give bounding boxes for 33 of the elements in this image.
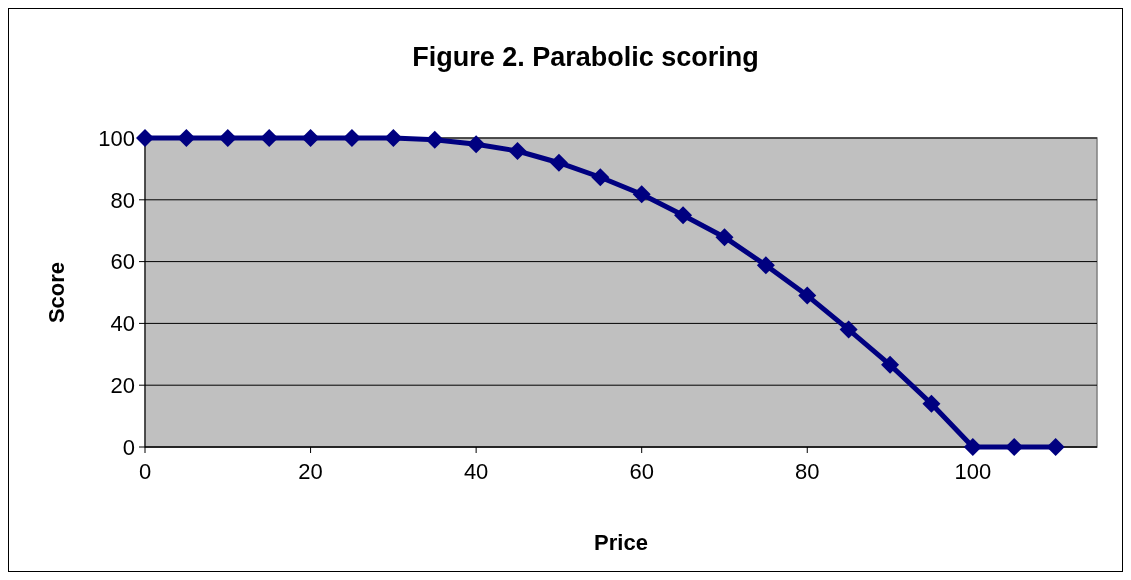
point (632, 185, 651, 204)
y-axis-title: Score (44, 261, 69, 324)
point (798, 286, 817, 305)
y-tick-label: 0 (122, 434, 135, 460)
y-tick-label: 80 (110, 187, 135, 213)
point (756, 256, 775, 275)
x-tick-label: 20 (298, 459, 323, 484)
point (384, 129, 403, 147)
point (1046, 438, 1065, 456)
y-tick-label: 20 (110, 372, 135, 398)
point (508, 141, 527, 160)
y-tick-label: 40 (110, 311, 135, 337)
x-tick-label: 100 (954, 459, 992, 484)
chart-title: Figure 2. Parabolic scoring (412, 42, 759, 72)
y-tick-label: 100 (98, 125, 135, 151)
point (591, 168, 610, 187)
x-tick-label: 40 (463, 459, 489, 484)
x-axis-title: Price (594, 530, 648, 555)
point (549, 153, 568, 172)
x-tick-label: 0 (138, 459, 152, 484)
y-tick-label: 60 (110, 249, 135, 275)
point (881, 355, 900, 374)
point (839, 320, 858, 339)
point (177, 129, 196, 147)
point (467, 135, 486, 154)
x-tick-label: 80 (795, 459, 820, 484)
point (674, 206, 693, 225)
point (715, 228, 734, 247)
point (136, 129, 154, 147)
point (963, 438, 982, 456)
x-tick-label: 60 (629, 459, 654, 484)
point (922, 394, 941, 413)
point (301, 129, 320, 147)
